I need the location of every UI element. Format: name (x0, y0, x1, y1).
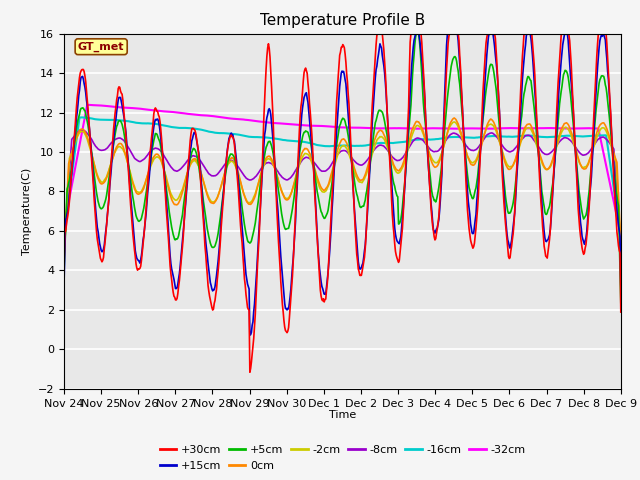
X-axis label: Time: Time (329, 410, 356, 420)
Title: Temperature Profile B: Temperature Profile B (260, 13, 425, 28)
Legend: +30cm, +15cm, +5cm, 0cm, -2cm, -8cm, -16cm, -32cm: +30cm, +15cm, +5cm, 0cm, -2cm, -8cm, -16… (155, 441, 530, 475)
Y-axis label: Temperature(C): Temperature(C) (22, 168, 32, 255)
Text: GT_met: GT_met (78, 42, 124, 52)
